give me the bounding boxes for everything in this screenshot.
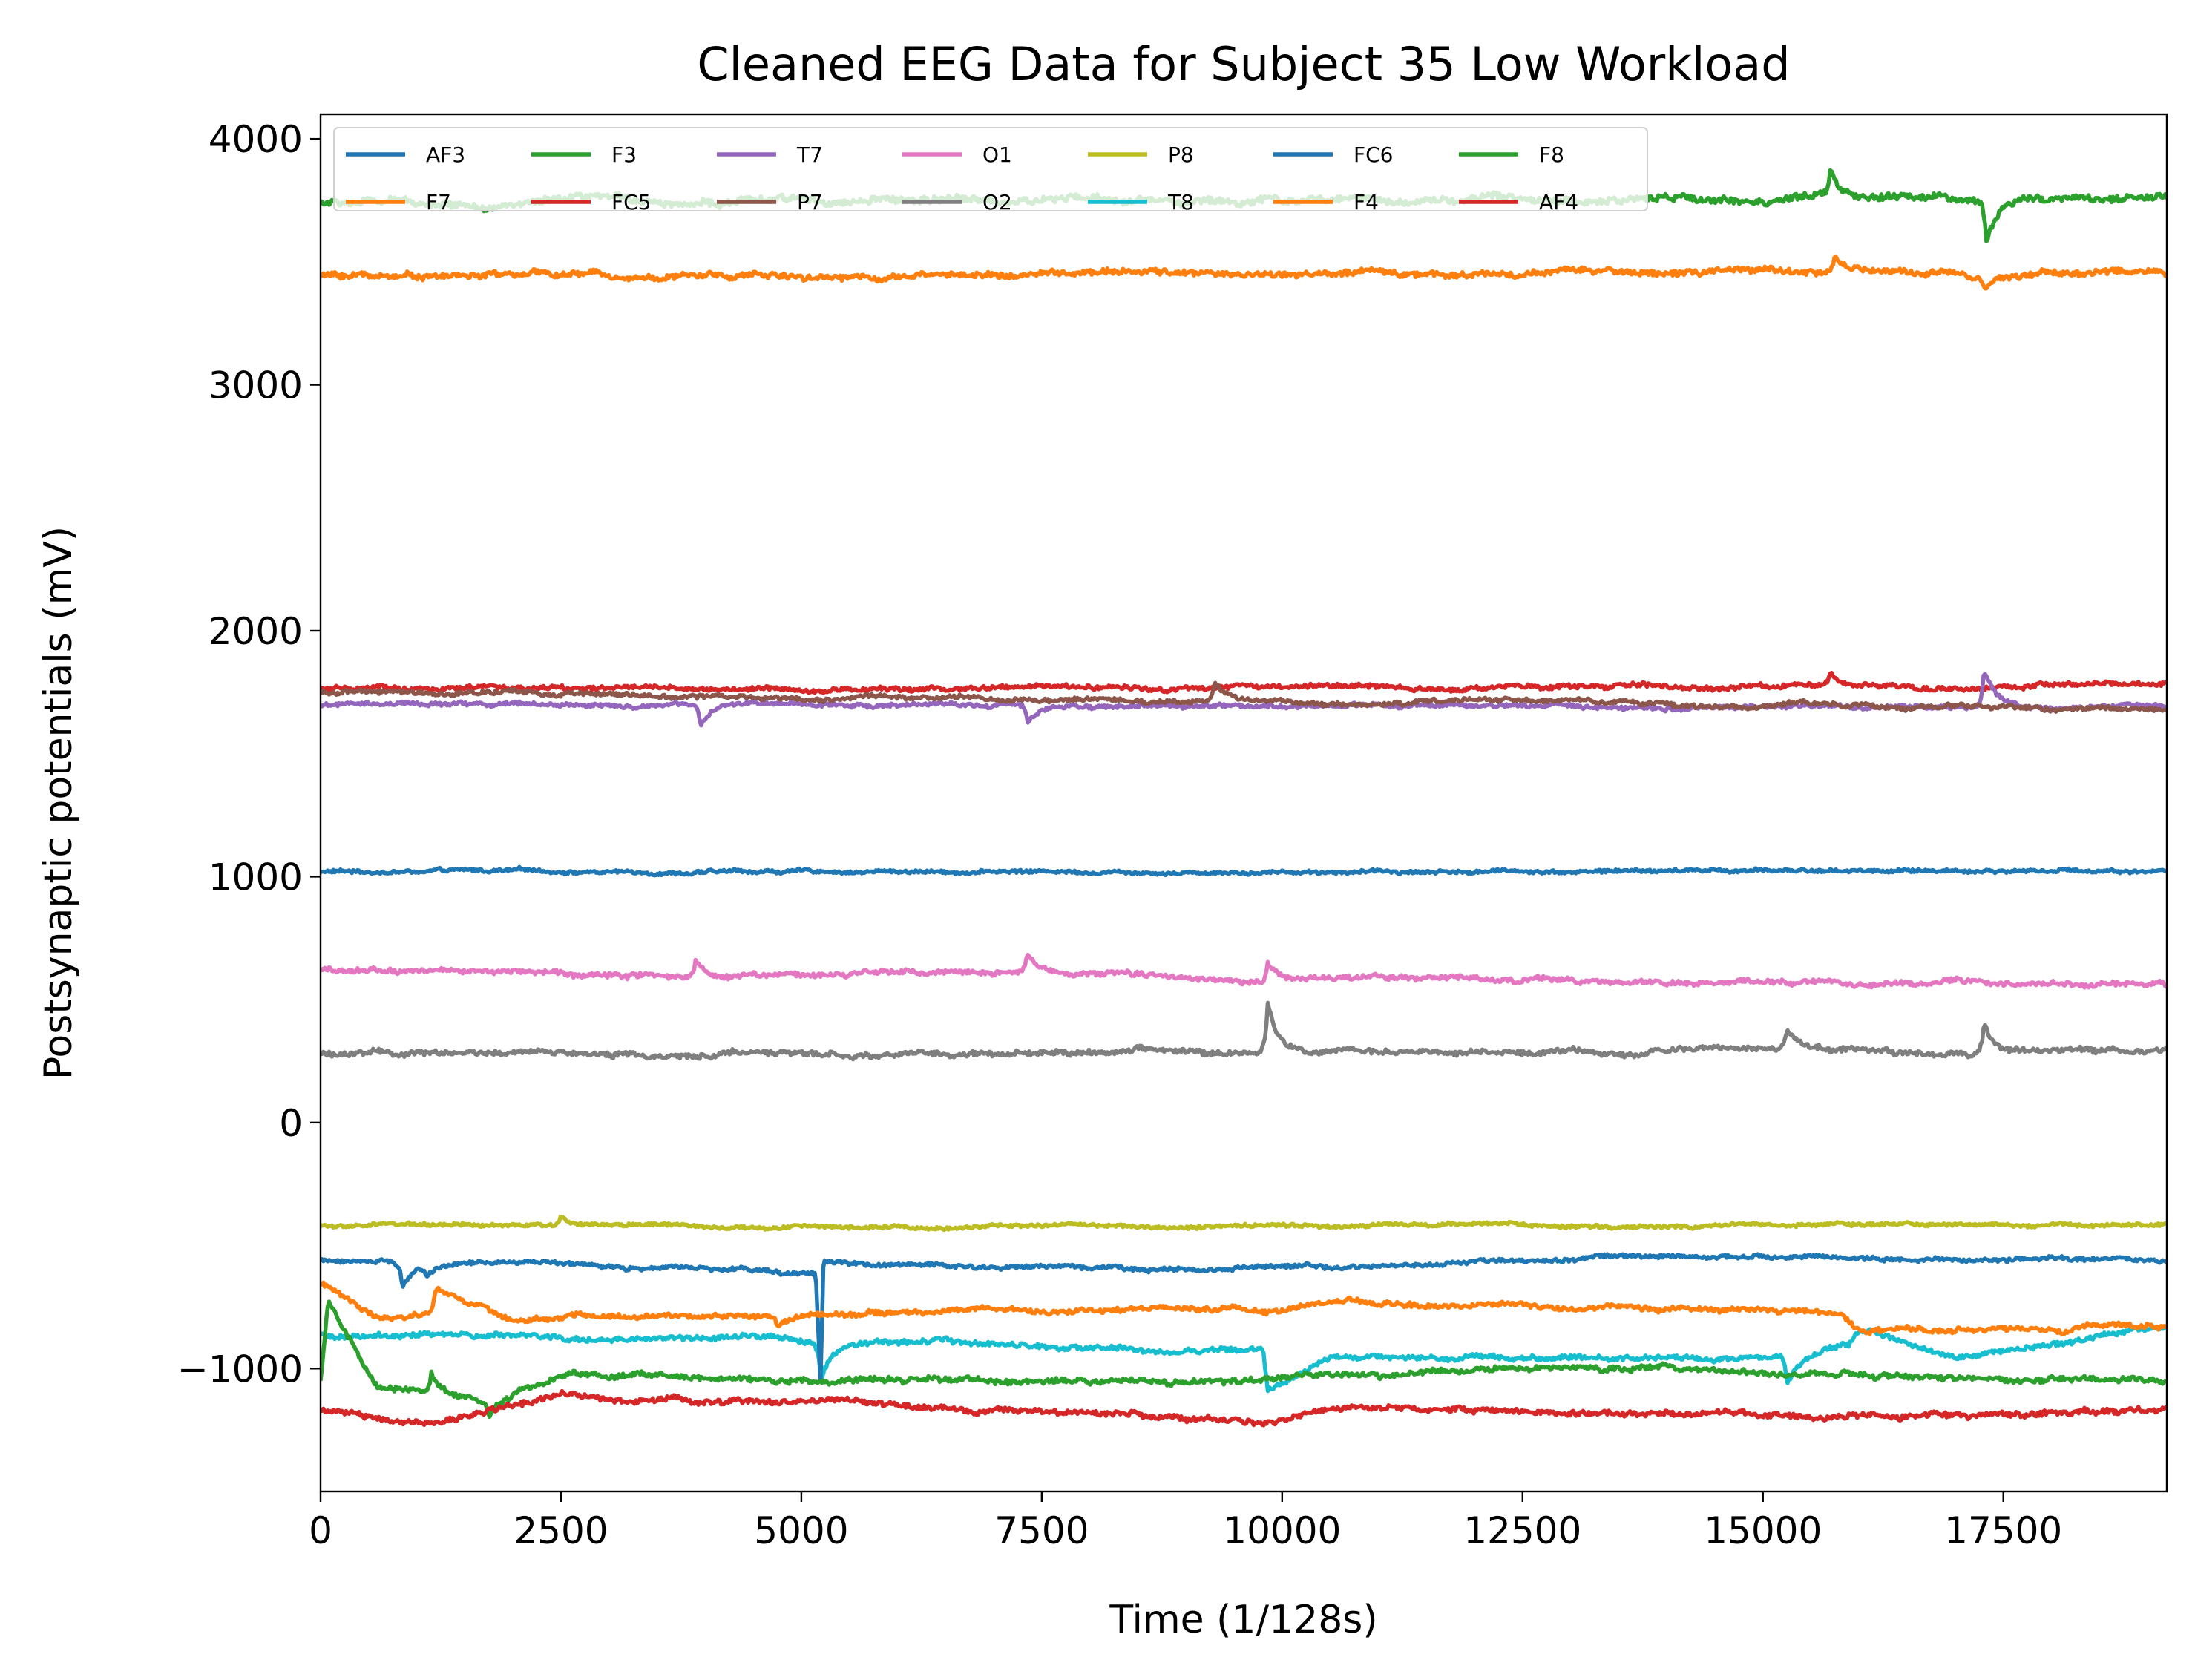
- legend-label: T8: [1167, 190, 1194, 214]
- series-line-f4: [321, 1280, 2167, 1336]
- legend-item-o2: O2: [902, 190, 1012, 214]
- legend-item-f7: F7: [346, 190, 451, 214]
- legend-label: F7: [426, 190, 451, 214]
- series-line-af3: [321, 864, 2167, 878]
- series-line-p7: [321, 680, 2167, 714]
- legend-label: AF3: [426, 142, 465, 167]
- legend-label: F3: [611, 142, 637, 167]
- legend-item-p8: P8: [1088, 142, 1194, 167]
- legend-item-o1: O1: [902, 142, 1012, 167]
- legend-label: O2: [982, 190, 1012, 214]
- series-layer: [321, 168, 2167, 1428]
- legend-item-af3: AF3: [346, 142, 465, 167]
- x-axis-label: Time (1/128s): [1109, 1598, 1377, 1642]
- y-tick-label: 1000: [209, 856, 303, 899]
- y-tick-label: 0: [279, 1102, 303, 1145]
- x-tick-label: 7500: [994, 1509, 1089, 1552]
- x-tick-label: 10000: [1223, 1509, 1341, 1552]
- y-tick-label: 4000: [209, 118, 303, 161]
- x-tick-label: 2500: [514, 1509, 608, 1552]
- legend-item-f4: F4: [1273, 190, 1379, 214]
- legend-label: FC5: [611, 190, 651, 214]
- y-axis-label: Postsynaptic potentials (mV): [36, 526, 81, 1080]
- legend-label: F4: [1354, 190, 1379, 214]
- y-tick-label: 2000: [209, 610, 303, 653]
- series-line-fc6: [321, 1252, 2167, 1383]
- legend-item-t8: T8: [1088, 190, 1194, 214]
- legend-item-f3: F3: [531, 142, 637, 167]
- legend-label: FC6: [1354, 142, 1393, 167]
- series-line-p8: [321, 1214, 2167, 1233]
- series-line-f8: [321, 1299, 2167, 1420]
- y-tick-label: −1000: [177, 1348, 303, 1391]
- legend-item-af4: AF4: [1459, 190, 1578, 214]
- chart-title: Cleaned EEG Data for Subject 35 Low Work…: [697, 37, 1790, 91]
- legend-item-fc5: FC5: [531, 190, 651, 214]
- x-tick-label: 17500: [1944, 1509, 2062, 1552]
- series-line-o1: [321, 952, 2167, 990]
- x-tick-label: 15000: [1704, 1509, 1822, 1552]
- legend-label: AF4: [1539, 190, 1578, 214]
- legend-item-t7: T7: [717, 142, 823, 167]
- plot-area: [319, 113, 2168, 1493]
- legend-item-f8: F8: [1459, 142, 1564, 167]
- x-tick-label: 5000: [754, 1509, 848, 1552]
- series-line-f7: [321, 255, 2167, 291]
- legend: AF3 F7 F3 FC5 T7 P7 O1 O2 P8 T8 FC6 F4 F8 AF4: [333, 127, 1648, 214]
- legend-label: P7: [797, 190, 823, 214]
- legend-item-p7: P7: [717, 190, 823, 214]
- series-line-o2: [321, 1000, 2167, 1062]
- plot-frame: [319, 113, 2168, 1493]
- x-tick-label: 0: [309, 1509, 332, 1552]
- legend-label: F8: [1539, 142, 1564, 167]
- series-line-fc5: [321, 670, 2167, 695]
- legend-label: T7: [796, 142, 823, 167]
- series-line-t8: [321, 1324, 2167, 1394]
- x-tick-label: 12500: [1463, 1509, 1581, 1552]
- y-axis: −1000 0 1000 2000 3000 4000: [177, 118, 321, 1391]
- y-tick-label: 3000: [209, 364, 303, 407]
- legend-frame: [333, 127, 1648, 211]
- x-axis: 0 2500 5000 7500 10000 12500 15000 17500: [309, 1492, 2062, 1552]
- legend-item-fc6: FC6: [1273, 142, 1393, 167]
- series-line-af4: [321, 1388, 2167, 1428]
- legend-label: O1: [982, 142, 1012, 167]
- legend-label: P8: [1168, 142, 1194, 167]
